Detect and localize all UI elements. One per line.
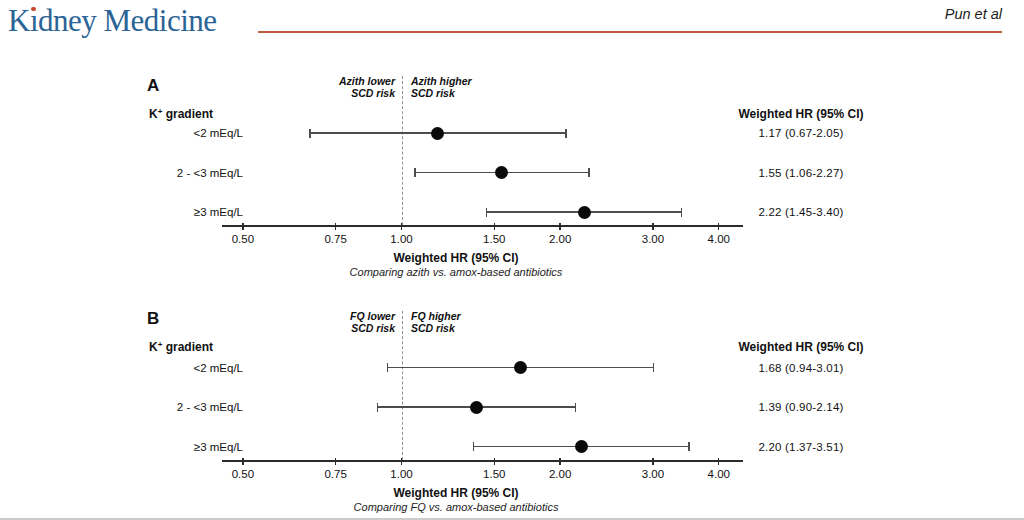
direction-label-left: Azith lowerSCD risk xyxy=(245,76,395,99)
ci-cap-left xyxy=(486,208,488,217)
axis-tick xyxy=(652,223,653,230)
hr-column-header: Weighted HR (95% CI) xyxy=(701,107,901,121)
reference-line xyxy=(402,76,403,225)
hr-column-header: Weighted HR (95% CI) xyxy=(701,340,901,354)
panel-letter: B xyxy=(147,309,159,329)
axis-tick-label: 2.00 xyxy=(538,468,582,480)
ci-cap-right xyxy=(588,168,590,177)
hr-value: 1.39 (0.90-2.14) xyxy=(701,401,901,413)
direction-label-right: FQ higherSCD risk xyxy=(411,311,561,334)
ci-cap-right xyxy=(688,442,690,451)
header-rule xyxy=(258,31,1002,33)
potassium-gradient-label: K+ gradient xyxy=(149,107,213,121)
ci-cap-right xyxy=(653,363,655,372)
axis-tick xyxy=(242,458,243,465)
axis-caption: Comparing FQ vs. amox-based antibiotics xyxy=(286,501,626,513)
logo-red-dot-icon xyxy=(31,7,36,12)
axis-tick xyxy=(242,223,243,230)
ci-cap-left xyxy=(309,129,311,138)
axis-tick xyxy=(335,458,336,465)
axis-title: Weighted HR (95% CI) xyxy=(306,486,606,500)
axis-tick xyxy=(335,223,336,230)
row-label: 2 - <3 mEq/L xyxy=(100,401,243,413)
panel-letter: A xyxy=(147,76,159,96)
axis-tick-label: 0.50 xyxy=(221,233,265,245)
hr-value: 1.55 (1.06-2.27) xyxy=(701,167,901,179)
point-estimate xyxy=(495,166,508,179)
direction-label-left: FQ lowerSCD risk xyxy=(245,311,395,334)
axis-tick xyxy=(718,223,719,230)
hr-value: 1.68 (0.94-3.01) xyxy=(701,362,901,374)
axis-tick-label: 4.00 xyxy=(697,233,741,245)
row-label: ≥3 mEq/L xyxy=(100,441,243,453)
potassium-gradient-label: K+ gradient xyxy=(149,340,213,354)
axis-tick xyxy=(559,223,560,230)
axis-tick-label: 0.75 xyxy=(314,468,358,480)
ci-cap-right xyxy=(575,403,577,412)
axis-line xyxy=(222,225,743,227)
axis-tick-label: 3.00 xyxy=(631,468,675,480)
axis-tick-label: 0.75 xyxy=(314,233,358,245)
hr-value: 1.17 (0.67-2.05) xyxy=(701,127,901,139)
axis-tick-label: 1.50 xyxy=(472,468,516,480)
axis-tick-label: 0.50 xyxy=(221,468,265,480)
point-estimate xyxy=(575,440,588,453)
ci-cap-left xyxy=(414,168,416,177)
axis-tick xyxy=(401,458,402,465)
axis-tick-label: 1.00 xyxy=(380,233,424,245)
logo-text-prefix: K xyxy=(8,3,30,38)
axis-tick xyxy=(559,458,560,465)
reference-line xyxy=(402,311,403,460)
axis-tick-label: 4.00 xyxy=(697,468,741,480)
direction-label-right: Azith higherSCD risk xyxy=(411,76,561,99)
axis-tick xyxy=(718,458,719,465)
row-label: <2 mEq/L xyxy=(100,362,243,374)
ci-cap-right xyxy=(681,208,683,217)
hr-value: 2.22 (1.45-3.40) xyxy=(701,206,901,218)
axis-caption: Comparing azith vs. amox-based antibioti… xyxy=(286,266,626,278)
point-estimate xyxy=(578,206,591,219)
figure-page: Kıdney Medicine Pun et al A K+ gradient Az… xyxy=(0,0,1024,520)
axis-line xyxy=(222,460,743,462)
axis-tick xyxy=(494,458,495,465)
point-estimate xyxy=(470,401,483,414)
ci-cap-left xyxy=(473,442,475,451)
axis-tick-label: 1.00 xyxy=(380,468,424,480)
point-estimate xyxy=(514,361,527,374)
row-label: ≥3 mEq/L xyxy=(100,206,243,218)
ci-cap-left xyxy=(387,363,389,372)
logo-text-suffix: dney Medicine xyxy=(38,3,217,38)
kidney-medicine-logo: Kıdney Medicine xyxy=(8,3,217,39)
author-citation: Pun et al xyxy=(945,6,1002,22)
axis-tick-label: 1.50 xyxy=(472,233,516,245)
axis-tick xyxy=(494,223,495,230)
axis-tick-label: 3.00 xyxy=(631,233,675,245)
axis-tick-label: 2.00 xyxy=(538,233,582,245)
point-estimate xyxy=(431,127,444,140)
hr-value: 2.20 (1.37-3.51) xyxy=(701,441,901,453)
axis-title: Weighted HR (95% CI) xyxy=(306,251,606,265)
logo-dotless-i: ı xyxy=(30,3,38,38)
ci-cap-left xyxy=(377,403,379,412)
ci-cap-right xyxy=(565,129,567,138)
axis-tick xyxy=(401,223,402,230)
axis-tick xyxy=(652,458,653,465)
row-label: 2 - <3 mEq/L xyxy=(100,167,243,179)
row-label: <2 mEq/L xyxy=(100,127,243,139)
